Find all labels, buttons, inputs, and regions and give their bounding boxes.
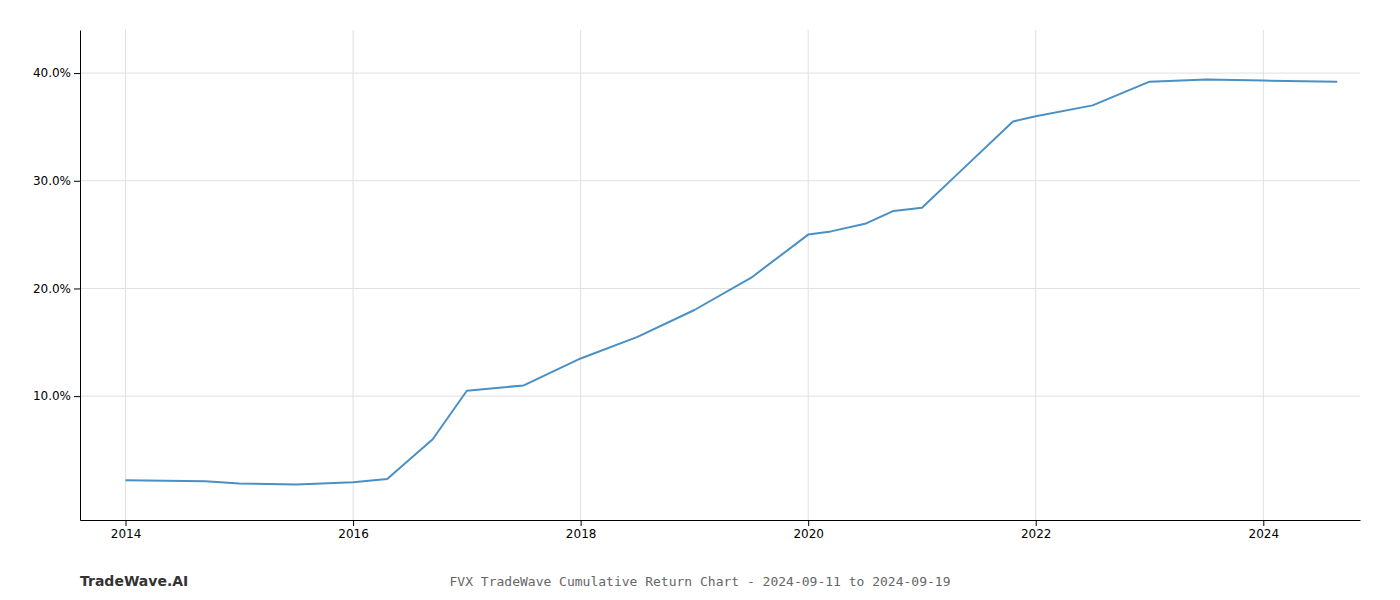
grid-line-y [80,396,1360,397]
x-axis-line [81,520,1361,521]
x-tick-label: 2014 [111,527,142,541]
x-tick-mark [808,520,809,526]
y-tick-mark [74,396,80,397]
y-tick-mark [74,288,80,289]
y-tick-label: 30.0% [33,174,71,188]
y-tick-label: 20.0% [33,282,71,296]
x-tick: 2022 [1021,520,1052,541]
grid-line-x [1035,30,1036,520]
grid-line-x [808,30,809,520]
y-tick: 40.0% [33,66,80,80]
x-tick-mark [581,520,582,526]
x-tick-label: 2018 [566,527,597,541]
grid-line-x [580,30,581,520]
x-tick-label: 2016 [338,527,369,541]
x-tick-label: 2022 [1021,527,1052,541]
chart-title: FVX TradeWave Cumulative Return Chart - … [450,574,951,589]
chart-svg: 2014 2016 2018 2020 2022 2024 10.0% 20.0% 30.0% 4… [0,0,1400,600]
y-tick: 20.0% [33,282,80,296]
x-tick: 2016 [338,520,369,541]
x-tick-mark [1263,520,1264,526]
y-tick-mark [74,181,80,182]
x-tick: 2020 [793,520,824,541]
plot-area: 2014 2016 2018 2020 2022 2024 10.0% 20.0% 30.0% 4… [33,30,1361,541]
x-tick-mark [353,520,354,526]
y-tick-label: 40.0% [33,66,71,80]
x-tick: 2024 [1249,520,1280,541]
y-axis-line [80,31,81,521]
x-tick-label: 2024 [1249,527,1280,541]
x-axis: 2014 2016 2018 2020 2022 2024 [81,520,1361,541]
y-tick-mark [74,73,80,74]
grid [80,30,1360,520]
grid-line-x [125,30,126,520]
y-axis: 10.0% 20.0% 30.0% 40.0% [33,31,81,521]
x-tick: 2018 [566,520,597,541]
x-tick: 2014 [111,520,142,541]
grid-line-y [80,180,1360,181]
x-tick-mark [126,520,127,526]
grid-line-x [1263,30,1264,520]
marks [126,80,1338,485]
watermark: TradeWave.AI [80,573,188,589]
grid-line-y [80,288,1360,289]
x-tick-mark [1036,520,1037,526]
y-tick-label: 10.0% [33,389,71,403]
grid-line-y [80,73,1360,74]
y-tick: 10.0% [33,389,80,403]
grid-line-x [353,30,354,520]
x-tick-label: 2020 [793,527,824,541]
data-line [126,80,1338,485]
y-tick: 30.0% [33,174,80,188]
